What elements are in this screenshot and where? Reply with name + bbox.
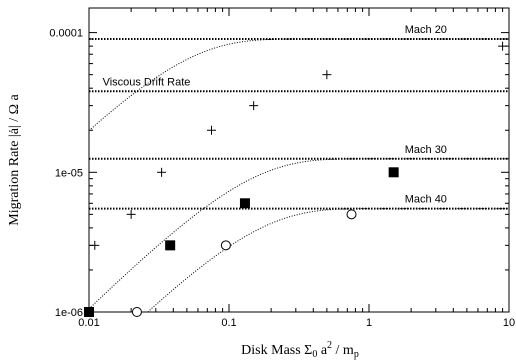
data-point-mach-20 [322,70,332,80]
data-point-mach-20 [126,209,136,219]
data-point-mach-40 [131,307,142,317]
data-point-mach-30 [239,198,250,209]
data-point-mach-20 [249,101,259,111]
x-tick-label: 10 [503,317,515,329]
data-point-mach-40 [220,240,231,251]
data-point-mach-40 [346,209,357,220]
reference-lines [89,37,509,210]
data-point-mach-20 [498,41,508,51]
y-tick-label: 0.0001 [49,28,83,40]
y-tick-label: 1e-06 [55,307,83,319]
data-point-mach-30 [388,167,399,178]
plot-frame [88,7,510,313]
reference-label-mach-30: Mach 30 [405,144,447,156]
reference-line-labels: Mach 20 Viscous Drift Rate Mach 30 Mach 40 [103,24,447,206]
data-point-mach-30 [165,240,176,251]
reference-label-mach-40: Mach 40 [405,194,447,206]
reference-label-mach-20: Mach 20 [405,24,447,36]
x-axis-label: Disk Mass Σ0 a2 / mp [241,340,359,360]
x-tick-label: 0.01 [78,317,99,329]
y-tick-label: 1e-05 [55,167,83,179]
data-point-mach-30 [84,307,94,317]
fit-curve-mach-30 [88,158,509,310]
data-point-mach-20 [157,167,167,177]
reference-label-viscous-drift-rate: Viscous Drift Rate [103,76,191,88]
fit-curve-mach-40 [147,208,509,313]
data-point-mach-20 [207,125,217,135]
axis-ticks [88,8,510,313]
data-point-mach-20 [90,240,100,250]
data-markers [84,41,508,317]
x-tick-label: 0.1 [221,317,236,329]
fit-curve-mach-20 [88,38,509,131]
y-axis-label: Migration Rate |ȧ| / Ω a [7,93,22,225]
tick-labels: 0.01 0.1 1 10 1e-06 1e-05 0.0001 [49,28,515,329]
fit-curves [88,38,509,313]
x-tick-label: 1 [366,317,372,329]
